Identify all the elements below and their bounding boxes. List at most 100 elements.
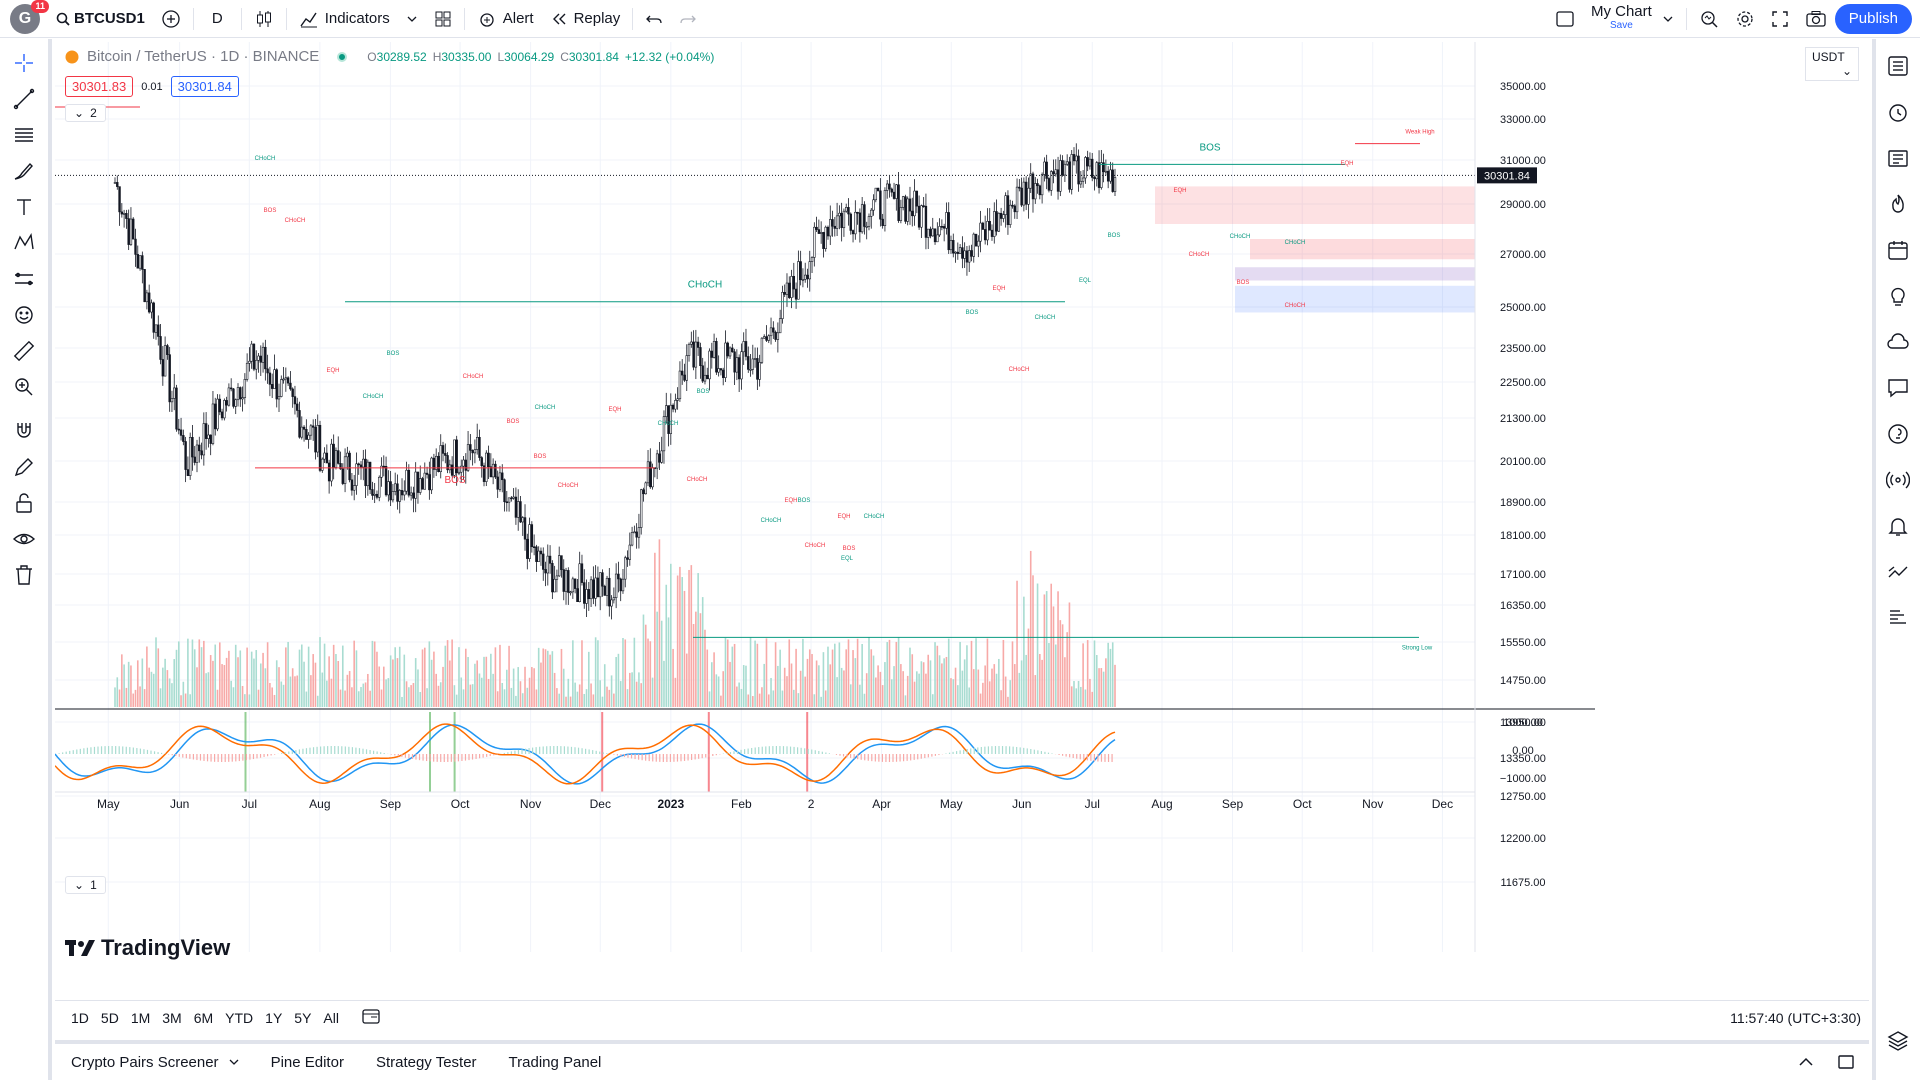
layers-button[interactable] bbox=[1880, 1022, 1916, 1060]
ideas-button[interactable] bbox=[1880, 277, 1916, 315]
fib-tool[interactable] bbox=[6, 117, 42, 153]
maximize-panel-icon[interactable] bbox=[1837, 1053, 1855, 1071]
dom-button[interactable] bbox=[1880, 599, 1916, 637]
candle-body bbox=[544, 569, 547, 574]
macd-hist bbox=[454, 754, 456, 762]
candle-body bbox=[489, 466, 493, 478]
candle-body bbox=[920, 205, 923, 228]
snapshot-button[interactable] bbox=[1797, 0, 1835, 38]
symbol-title[interactable]: Bitcoin / TetherUS · 1D · BINANCE bbox=[87, 48, 320, 65]
macd-hist bbox=[249, 754, 251, 760]
tab-pine-editor[interactable]: Pine Editor bbox=[255, 1054, 360, 1071]
brush-tool[interactable] bbox=[6, 153, 42, 189]
select-layout-checkbox[interactable] bbox=[1547, 0, 1583, 38]
layouts-button[interactable] bbox=[426, 0, 460, 38]
chats-button[interactable] bbox=[1880, 369, 1916, 407]
undo-button[interactable] bbox=[637, 0, 671, 38]
tips-button[interactable] bbox=[1880, 415, 1916, 453]
interval-button[interactable]: D bbox=[198, 0, 237, 38]
candle-body bbox=[405, 469, 408, 492]
magnet-tool[interactable] bbox=[6, 413, 42, 449]
clock-timezone[interactable]: 11:57:40 (UTC+3:30) bbox=[1730, 1009, 1861, 1026]
macd-collapse-button[interactable]: ⌄ 1 bbox=[65, 876, 106, 894]
candle-body bbox=[635, 531, 638, 538]
compare-symbol-button[interactable] bbox=[153, 0, 189, 38]
candle-body bbox=[300, 426, 303, 438]
alarm-clock-icon bbox=[1889, 104, 1907, 122]
range-button-3m[interactable]: 3M bbox=[162, 1009, 182, 1026]
candle-body bbox=[938, 226, 941, 236]
notifications-button[interactable] bbox=[1880, 507, 1916, 545]
range-button-1y[interactable]: 1Y bbox=[265, 1009, 283, 1026]
volume-bar bbox=[950, 678, 952, 707]
emoji-tool[interactable] bbox=[6, 297, 42, 333]
range-button-6m[interactable]: 6M bbox=[193, 1009, 214, 1026]
streams-button[interactable] bbox=[1880, 323, 1916, 361]
range-button-5d[interactable]: 5D bbox=[100, 1009, 119, 1026]
indicators-button[interactable]: Indicators bbox=[291, 0, 398, 38]
alerts-button[interactable] bbox=[1880, 93, 1916, 131]
trading-button[interactable] bbox=[1880, 553, 1916, 591]
goto-date-button[interactable] bbox=[355, 1007, 387, 1028]
notification-badge: 11 bbox=[31, 0, 49, 13]
fullscreen-button[interactable] bbox=[1763, 0, 1797, 38]
publish-button[interactable]: Publish bbox=[1834, 3, 1912, 34]
volume-bar bbox=[991, 668, 993, 707]
market-status-dot[interactable] bbox=[337, 51, 348, 62]
remove-drawings-tool[interactable] bbox=[6, 557, 42, 593]
candle-body bbox=[209, 434, 212, 444]
chart-pane[interactable]: CHoCH BOS BOS Strong Low Weak High CHoCH BOS CH… bbox=[55, 42, 1869, 995]
hotlists-button[interactable] bbox=[1880, 185, 1916, 223]
indicators-collapse-button[interactable]: ⌄ 2 bbox=[65, 104, 106, 122]
settings-button[interactable] bbox=[1727, 0, 1763, 38]
trend-line-tool[interactable] bbox=[6, 81, 42, 117]
crosshair-tool[interactable] bbox=[6, 45, 42, 81]
candle-body bbox=[557, 555, 561, 577]
tab-trading-panel[interactable]: Trading Panel bbox=[493, 1054, 618, 1071]
candle-body bbox=[692, 341, 695, 368]
symbol-search-button[interactable]: BTCUSD1 bbox=[48, 0, 153, 38]
sell-button[interactable]: 30301.83 bbox=[65, 76, 134, 97]
macd-hist bbox=[475, 754, 477, 759]
layout-name-button[interactable]: My Chart Save bbox=[1583, 0, 1682, 38]
alert-button[interactable]: Alert bbox=[469, 0, 542, 38]
replay-button[interactable]: Replay bbox=[542, 0, 629, 38]
stay-in-drawing-tool[interactable] bbox=[6, 449, 42, 485]
lock-drawings-tool[interactable] bbox=[6, 485, 42, 521]
signals-button[interactable] bbox=[1880, 461, 1916, 499]
patterns-tool[interactable] bbox=[6, 225, 42, 261]
chevron-up-icon[interactable] bbox=[1797, 1053, 1815, 1071]
volume-bar bbox=[854, 658, 857, 707]
volume-bar bbox=[296, 675, 299, 707]
buy-button[interactable]: 30301.84 bbox=[170, 76, 239, 97]
user-avatar[interactable]: G 11 bbox=[10, 0, 49, 34]
prediction-tool[interactable] bbox=[6, 261, 42, 297]
watchlist-button[interactable] bbox=[1880, 47, 1916, 85]
tab-crypto-screener[interactable]: Crypto Pairs Screener bbox=[55, 1054, 255, 1071]
symbol-label: BTCUSD1 bbox=[74, 10, 145, 27]
currency-select[interactable]: USDT ⌄ bbox=[1805, 47, 1859, 81]
range-button-ytd[interactable]: YTD bbox=[225, 1009, 254, 1026]
chart-type-button[interactable] bbox=[246, 0, 282, 38]
volume-bar bbox=[394, 647, 396, 707]
text-tool[interactable] bbox=[6, 189, 42, 225]
macd-hist bbox=[486, 754, 488, 757]
macd-hist bbox=[235, 754, 237, 762]
news-button[interactable] bbox=[1880, 139, 1916, 177]
hide-drawings-tool[interactable] bbox=[6, 521, 42, 557]
indicators-dropdown[interactable] bbox=[398, 0, 426, 38]
range-button-1m[interactable]: 1M bbox=[130, 1009, 151, 1026]
range-button-5y[interactable]: 5Y bbox=[294, 1009, 312, 1026]
tradingview-watermark[interactable]: TradingView bbox=[65, 935, 230, 961]
macd-tick: 0.00 bbox=[1512, 745, 1533, 757]
calendar-button[interactable] bbox=[1880, 231, 1916, 269]
range-button-all[interactable]: All bbox=[323, 1009, 339, 1026]
volume-bar bbox=[699, 613, 702, 707]
redo-button[interactable] bbox=[671, 0, 705, 38]
tab-strategy-tester[interactable]: Strategy Tester bbox=[360, 1054, 493, 1071]
zoom-tool[interactable] bbox=[6, 369, 42, 405]
range-button-1d[interactable]: 1D bbox=[71, 1009, 89, 1026]
measure-tool[interactable] bbox=[6, 333, 42, 369]
quick-search-button[interactable] bbox=[1691, 0, 1727, 38]
